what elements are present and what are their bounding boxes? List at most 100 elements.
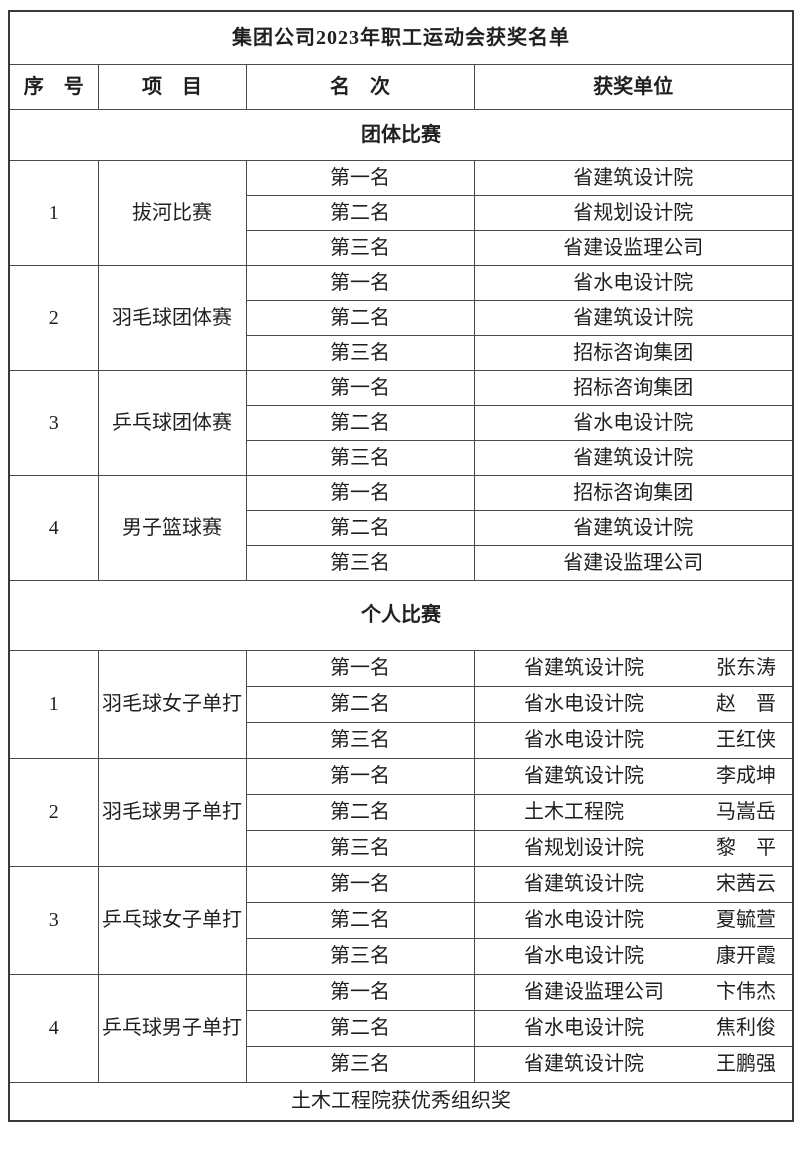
winner-name: 张东涛: [716, 657, 776, 679]
rank-cell: 第二名: [245, 300, 475, 336]
result-row: 第三名 省规划设计院 黎 平: [9, 830, 794, 867]
unit-cell: 招标咨询集团: [473, 335, 794, 371]
rank-cell: 第一名: [245, 370, 475, 406]
winner-name: 王红侠: [716, 729, 776, 751]
awards-table-body: 集团公司2023年职工运动会获奖名单 序 号 项 目 名 次 获奖单位 团体比赛…: [8, 10, 794, 1122]
column-header-unit: 获奖单位: [473, 64, 794, 110]
winner-entry: 省建筑设计院 张东涛: [524, 657, 776, 680]
unit-cell: 招标咨询集团: [473, 370, 794, 406]
winner-entry: 省规划设计院 黎 平: [524, 837, 776, 860]
event-cell: 乒乓球团体赛: [97, 370, 247, 476]
winner-entry: 省水电设计院 赵 晋: [524, 693, 776, 716]
result-row: 2 羽毛球男子单打 第一名 省建筑设计院 李成坤: [8, 758, 794, 867]
result-row: 第三名 省建筑设计院: [9, 440, 794, 476]
rank-cell: 第二名: [245, 195, 475, 231]
winner-entry: 省水电设计院 焦利俊: [524, 1017, 776, 1040]
section-title: 个人比赛: [8, 580, 794, 651]
event-cell: 乒乓球女子单打: [97, 866, 247, 975]
event-cell: 羽毛球男子单打: [97, 758, 247, 867]
winner-name: 宋茜云: [716, 873, 776, 895]
rank-cell: 第二名: [245, 1010, 475, 1047]
result-row: 第二名 省规划设计院: [9, 195, 794, 231]
result-row: 第三名 招标咨询集团: [9, 335, 794, 371]
result-row: 第二名 省建筑设计院: [9, 510, 794, 546]
result-row: 第二名 省建筑设计院: [9, 300, 794, 336]
winner-name: 卞伟杰: [716, 981, 776, 1003]
rank-cell: 第二名: [245, 794, 475, 831]
unit-cell: 省水电设计院 王红侠: [473, 722, 794, 759]
winner-name: 马嵩岳: [716, 801, 776, 823]
winner-unit: 省建筑设计院: [524, 765, 644, 787]
winner-unit: 省水电设计院: [524, 909, 644, 931]
winner-unit: 省水电设计院: [524, 693, 644, 715]
rank-cell: 第一名: [245, 265, 475, 301]
serial-cell: 4: [8, 475, 99, 581]
rank-cell: 第一名: [245, 866, 475, 903]
result-row: 3 乒乓球女子单打 第一名 省建筑设计院 宋茜云: [8, 866, 794, 975]
footer-row: 土木工程院获优秀组织奖: [8, 1082, 794, 1122]
event-cell: 拔河比赛: [97, 160, 247, 266]
winner-entry: 土木工程院 马嵩岳: [524, 801, 776, 824]
winner-name: 赵 晋: [716, 693, 776, 715]
unit-cell: 招标咨询集团: [473, 475, 794, 511]
column-header-event: 项 目: [97, 64, 247, 110]
rank-cell: 第二名: [245, 902, 475, 939]
serial-cell: 2: [8, 758, 99, 867]
unit-cell: 省建设监理公司: [473, 230, 794, 266]
winner-unit: 省规划设计院: [524, 837, 644, 859]
result-row: 第二名 省水电设计院: [9, 405, 794, 441]
awards-table: 集团公司2023年职工运动会获奖名单 序 号 项 目 名 次 获奖单位 团体比赛…: [8, 10, 794, 1122]
winner-entry: 省水电设计院 康开霞: [524, 945, 776, 968]
unit-cell: 省建设监理公司: [473, 545, 794, 581]
unit-cell: 省水电设计院: [473, 405, 794, 441]
winner-name: 王鹏强: [716, 1053, 776, 1075]
winner-unit: 省建筑设计院: [524, 657, 644, 679]
unit-cell: 省水电设计院 康开霞: [473, 938, 794, 975]
rank-cell: 第二名: [245, 510, 475, 546]
winner-entry: 省建设监理公司 卞伟杰: [524, 981, 776, 1004]
serial-cell: 4: [8, 974, 99, 1083]
unit-cell: 土木工程院 马嵩岳: [473, 794, 794, 831]
event-cell: 男子篮球赛: [97, 475, 247, 581]
result-row: 第二名 省水电设计院 赵 晋: [9, 686, 794, 723]
result-row: 第三名 省水电设计院 王红侠: [9, 722, 794, 759]
rank-cell: 第一名: [245, 974, 475, 1011]
event-cell: 羽毛球女子单打: [97, 650, 247, 759]
rank-cell: 第三名: [245, 722, 475, 759]
unit-cell: 省建设监理公司 卞伟杰: [473, 974, 794, 1011]
rank-cell: 第三名: [245, 938, 475, 975]
winner-unit: 省水电设计院: [524, 729, 644, 751]
column-header-rank: 名 次: [245, 64, 475, 110]
event-cell: 乒乓球男子单打: [97, 974, 247, 1083]
rank-cell: 第三名: [245, 1046, 475, 1083]
unit-cell: 省建筑设计院 王鹏强: [473, 1046, 794, 1083]
unit-cell: 省建筑设计院 李成坤: [473, 758, 794, 795]
winner-unit: 省水电设计院: [524, 1017, 644, 1039]
rank-cell: 第一名: [245, 160, 475, 196]
winner-entry: 省建筑设计院 宋茜云: [524, 873, 776, 896]
section-row: 团体比赛: [8, 109, 794, 161]
column-header-serial: 序 号: [8, 64, 99, 110]
winner-name: 康开霞: [716, 945, 776, 967]
winner-entry: 省水电设计院 王红侠: [524, 729, 776, 752]
winner-unit: 土木工程院: [524, 801, 624, 823]
winner-name: 黎 平: [716, 837, 776, 859]
winner-unit: 省建设监理公司: [524, 981, 664, 1003]
event-cell: 羽毛球团体赛: [97, 265, 247, 371]
rank-cell: 第一名: [245, 758, 475, 795]
rank-cell: 第二名: [245, 686, 475, 723]
serial-cell: 1: [8, 160, 99, 266]
result-row: 第三名 省水电设计院 康开霞: [9, 938, 794, 975]
result-row: 第二名 省水电设计院 夏毓萱: [9, 902, 794, 939]
page-title: 集团公司2023年职工运动会获奖名单: [8, 10, 794, 65]
winner-unit: 省建筑设计院: [524, 1053, 644, 1075]
unit-cell: 省建筑设计院: [473, 510, 794, 546]
result-row: 1 羽毛球女子单打 第一名 省建筑设计院 张东涛: [8, 650, 794, 759]
unit-cell: 省建筑设计院 宋茜云: [473, 866, 794, 903]
unit-cell: 省水电设计院 夏毓萱: [473, 902, 794, 939]
unit-cell: 省建筑设计院 张东涛: [473, 650, 794, 687]
unit-cell: 省建筑设计院: [473, 160, 794, 196]
serial-cell: 3: [8, 866, 99, 975]
result-row: 3 乒乓球团体赛 第一名 招标咨询集团: [8, 370, 794, 476]
